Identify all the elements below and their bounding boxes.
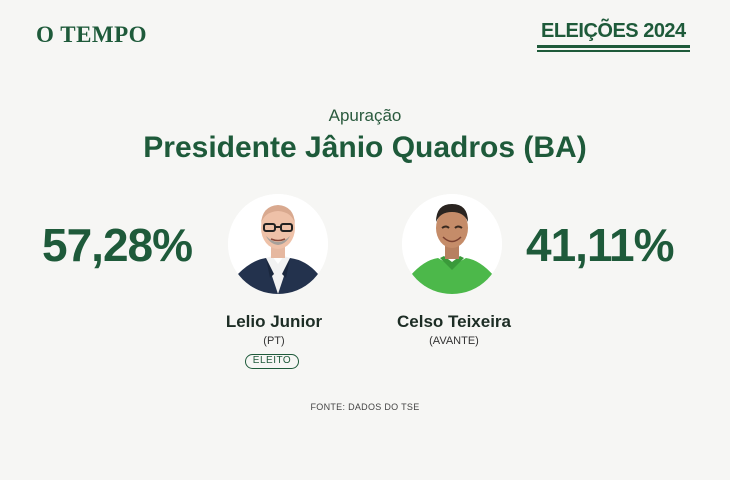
o-tempo-logo: O TEMPO: [36, 22, 148, 47]
candidate-2-percent: 41,11%: [526, 219, 674, 271]
candidate-2-party: (AVANTE): [429, 335, 479, 347]
candidate-1-name: Lelio Junior: [225, 312, 323, 331]
candidate-1-portrait-icon: [228, 194, 328, 294]
badge-underline-secondary: [537, 50, 690, 52]
badge-text: ELEIÇÕES 2024: [541, 20, 686, 42]
candidate-2-portrait-icon: [402, 194, 502, 294]
page-subtitle: Apuração: [328, 106, 402, 125]
eleicoes-2024-badge: ELEIÇÕES 2024: [537, 19, 690, 53]
badge-underline: [537, 45, 690, 48]
candidate-1-percent: 57,28%: [42, 219, 193, 271]
candidate-2-name: Celso Teixeira: [396, 312, 512, 331]
candidate-1-photo: [228, 194, 328, 294]
page-title: Presidente Jânio Quadros (BA): [143, 131, 587, 164]
data-source: FONTE: DADOS DO TSE: [310, 402, 420, 412]
candidate-2-photo: [402, 194, 502, 294]
candidate-1-party: (PT): [263, 335, 285, 347]
elected-badge: ELEITO: [245, 354, 299, 369]
